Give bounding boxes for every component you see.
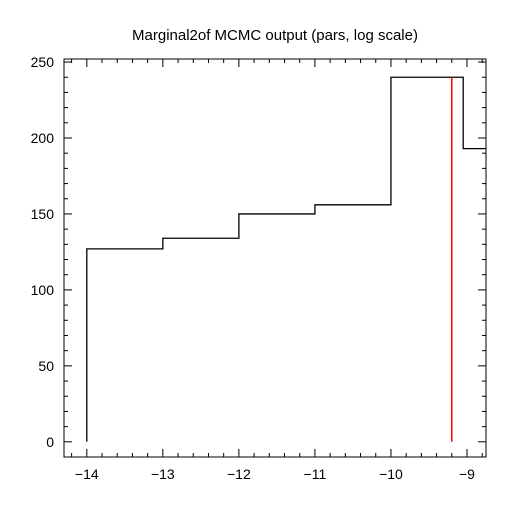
y-tick-label: 0 xyxy=(46,434,54,450)
x-tick-label: −9 xyxy=(459,466,475,482)
y-tick-label: 150 xyxy=(31,206,55,222)
chart-title: Marginal2of MCMC output (pars, log scale… xyxy=(132,27,418,44)
x-tick-label: −12 xyxy=(227,466,251,482)
x-tick-label: −10 xyxy=(379,466,403,482)
x-tick-label: −11 xyxy=(304,466,327,482)
ticks-layer xyxy=(64,59,486,457)
y-tick-label: 250 xyxy=(31,54,55,70)
y-tick-label: 50 xyxy=(38,358,54,374)
plot-frame xyxy=(63,58,487,458)
y-tick-label: 100 xyxy=(31,282,55,298)
marks-layer xyxy=(86,76,486,442)
x-tick-label: −13 xyxy=(151,466,175,482)
labels-layer: −14 −13 −12 −11 −10 −9 0 50 100 150 200 250 xyxy=(31,54,476,482)
x-tick-label: −14 xyxy=(75,466,99,482)
y-tick-label: 200 xyxy=(31,130,55,146)
histogram-step-line xyxy=(86,76,486,442)
